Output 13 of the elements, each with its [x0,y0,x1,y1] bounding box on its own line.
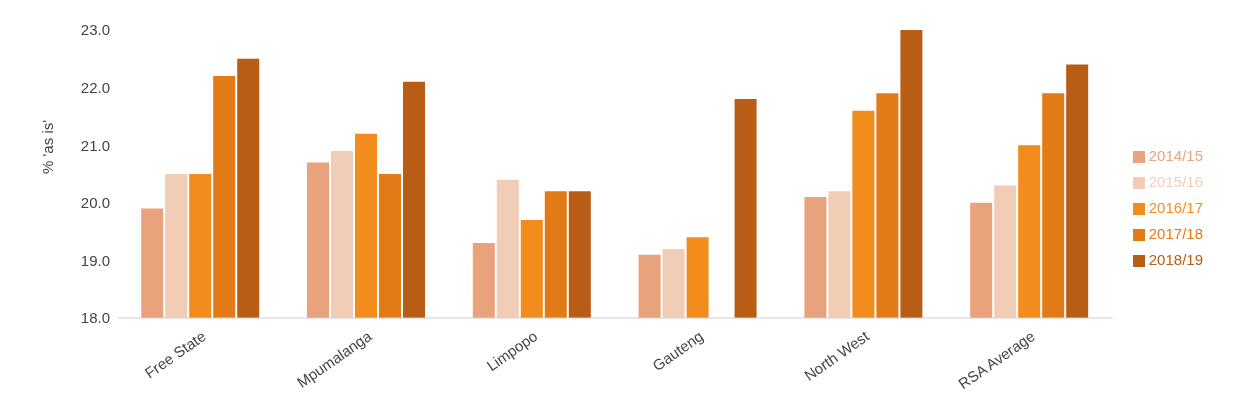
y-tick-label: 21.0 [80,136,110,154]
y-tick-label: 22.0 [80,78,110,96]
legend-label: 2018/19 [1148,251,1203,268]
x-tick-label: Free State [141,327,209,382]
legend-label: 2015/16 [1148,173,1203,190]
y-tick-label: 23.0 [80,21,110,39]
y-tick-label: 20.0 [80,194,110,212]
legend-label: 2016/17 [1148,199,1203,216]
y-axis-title: % 'as is' [39,119,57,174]
legend-label: 2017/18 [1148,225,1203,242]
legend-label: 2014/15 [1148,147,1203,164]
y-tick-label: 18.0 [80,309,110,327]
y-tick-label: 19.0 [80,251,110,269]
